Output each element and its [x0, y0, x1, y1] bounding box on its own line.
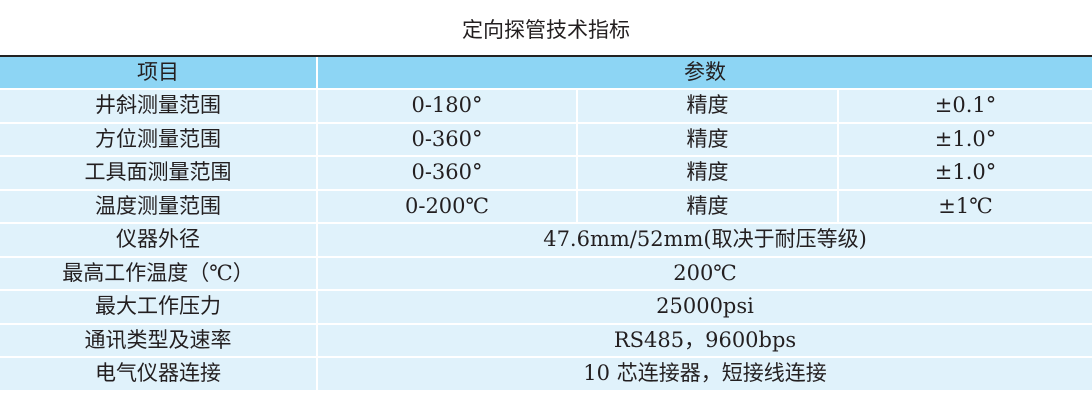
table-row: 方位测量范围 0-360° 精度 ±1.0° [0, 121, 1092, 157]
cell-precision-label: 精度 [576, 188, 839, 224]
cell-item: 工具面测量范围 [0, 155, 318, 191]
cell-value: 25000psi [315, 289, 1092, 325]
cell-range: 0-200℃ [316, 188, 578, 224]
cell-precision: ±1.0° [836, 155, 1092, 191]
cell-item: 电气仪器连接 [0, 356, 318, 392]
cell-precision: ±1.0° [836, 121, 1092, 157]
cell-precision: ±0.1° [836, 88, 1092, 124]
cell-precision-label: 精度 [576, 121, 839, 157]
table-row: 工具面测量范围 0-360° 精度 ±1.0° [0, 155, 1092, 191]
cell-item: 最高工作温度（℃） [0, 255, 318, 291]
cell-value: RS485，9600bps [315, 322, 1092, 358]
cell-value: 47.6mm/52mm(取决于耐压等级) [315, 222, 1092, 258]
table-row: 通讯类型及速率 RS485，9600bps [0, 322, 1092, 358]
cell-precision: ±1℃ [836, 188, 1092, 224]
top-rule [0, 55, 1092, 57]
cell-item: 通讯类型及速率 [0, 322, 318, 358]
cell-value: 10 芯连接器，短接线连接 [315, 356, 1092, 392]
cell-item: 井斜测量范围 [0, 88, 318, 124]
spec-table: 项目 参数 井斜测量范围 0-180° 精度 ±0.1° 方位测量范围 0-360° 精度 ±… [0, 57, 1092, 392]
header-row: 项目 参数 [0, 57, 1092, 90]
cell-range: 0-360° [316, 121, 578, 157]
table-row: 电气仪器连接 10 芯连接器，短接线连接 [0, 356, 1092, 392]
cell-item: 方位测量范围 [0, 121, 318, 157]
cell-range: 0-180° [316, 88, 578, 124]
table-row: 仪器外径 47.6mm/52mm(取决于耐压等级) [0, 222, 1092, 258]
cell-range: 0-360° [316, 155, 578, 191]
cell-precision-label: 精度 [576, 155, 839, 191]
table-row: 最大工作压力 25000psi [0, 289, 1092, 325]
cell-precision-label: 精度 [576, 88, 839, 124]
cell-item: 仪器外径 [0, 222, 318, 258]
header-item: 项目 [0, 57, 318, 90]
cell-item: 温度测量范围 [0, 188, 318, 224]
table-row: 温度测量范围 0-200℃ 精度 ±1℃ [0, 188, 1092, 224]
header-params: 参数 [315, 57, 1092, 90]
cell-item: 最大工作压力 [0, 289, 318, 325]
cell-value: 200℃ [315, 255, 1092, 291]
table-row: 最高工作温度（℃） 200℃ [0, 255, 1092, 291]
table-row: 井斜测量范围 0-180° 精度 ±0.1° [0, 88, 1092, 124]
table-title: 定向探管技术指标 [462, 18, 630, 42]
